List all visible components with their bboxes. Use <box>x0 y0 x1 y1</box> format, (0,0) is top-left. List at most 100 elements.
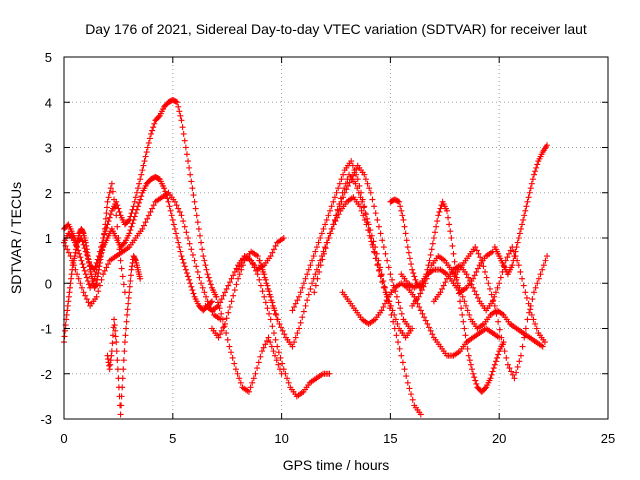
data-point <box>76 250 83 257</box>
data-point <box>280 366 287 373</box>
data-point <box>521 212 528 219</box>
data-point <box>127 272 134 279</box>
data-point <box>312 282 319 289</box>
data-point <box>315 239 322 246</box>
data-point <box>201 257 208 264</box>
data-point <box>80 264 87 271</box>
data-point <box>108 180 115 187</box>
data-point <box>78 284 85 291</box>
x-axis-label: GPS time / hours <box>283 457 390 473</box>
data-point <box>169 216 176 223</box>
data-point <box>186 240 193 247</box>
data-point <box>269 302 276 309</box>
data-point <box>327 230 334 237</box>
data-point <box>514 363 521 370</box>
data-point <box>296 325 303 332</box>
data-point <box>136 180 143 187</box>
data-point <box>440 282 447 289</box>
data-point <box>395 198 402 205</box>
data-point <box>409 396 416 403</box>
data-point <box>313 244 320 251</box>
data-point <box>464 307 471 314</box>
data-point <box>291 339 298 346</box>
data-point <box>189 185 196 192</box>
data-point <box>517 352 524 359</box>
data-point <box>121 339 128 346</box>
data-point <box>226 304 233 311</box>
data-point <box>462 332 469 339</box>
data-point <box>277 354 284 361</box>
data-point <box>523 203 530 210</box>
data-point <box>137 196 144 203</box>
data-point <box>509 262 516 269</box>
data-point <box>187 280 194 287</box>
data-point <box>267 253 274 260</box>
data-point <box>495 318 502 325</box>
data-point <box>119 384 126 391</box>
data-point <box>359 198 366 205</box>
data-point <box>123 325 130 332</box>
data-point <box>142 153 149 160</box>
data-point <box>360 204 367 211</box>
data-point <box>255 359 262 366</box>
data-point <box>516 230 523 237</box>
data-point <box>496 280 503 287</box>
data-point <box>466 357 473 364</box>
data-point <box>203 266 210 273</box>
data-point <box>362 210 369 217</box>
data-point <box>465 274 472 281</box>
data-point <box>118 402 125 409</box>
data-point <box>289 307 296 314</box>
data-point <box>421 314 428 321</box>
data-point <box>236 271 243 278</box>
data-point <box>446 221 453 228</box>
data-point <box>403 373 410 380</box>
data-point <box>464 345 471 352</box>
data-point <box>265 285 271 292</box>
data-point <box>129 220 136 227</box>
data-point <box>198 280 205 287</box>
data-point <box>436 208 443 215</box>
data-point <box>275 361 282 368</box>
data-point <box>447 228 454 235</box>
data-point <box>245 388 252 395</box>
data-point <box>266 291 273 298</box>
data-point <box>79 238 86 245</box>
data-point <box>341 185 348 192</box>
data-point <box>530 316 537 323</box>
data-point <box>379 237 386 244</box>
data-point <box>81 267 88 274</box>
data-point <box>124 306 131 313</box>
data-point <box>221 323 228 330</box>
data-point <box>109 332 116 339</box>
data-point <box>495 351 502 358</box>
data-point <box>279 327 286 334</box>
data-point <box>408 261 415 268</box>
data-point <box>249 261 256 268</box>
data-point <box>380 277 387 284</box>
y-tick-label: -1 <box>40 322 52 337</box>
data-point <box>395 339 402 346</box>
data-point <box>109 340 116 347</box>
data-point <box>133 206 140 213</box>
data-point <box>378 307 385 314</box>
data-point <box>471 374 478 381</box>
data-point <box>181 223 188 230</box>
data-point <box>235 275 242 282</box>
data-point <box>236 263 243 270</box>
data-point <box>490 297 497 304</box>
data-point <box>531 289 538 296</box>
data-point <box>292 300 299 307</box>
data-point <box>178 117 185 124</box>
data-point <box>406 255 413 262</box>
data-point <box>113 348 120 355</box>
data-point <box>268 343 275 350</box>
data-point <box>357 194 364 201</box>
data-point <box>256 276 263 283</box>
data-point <box>261 274 268 281</box>
data-point <box>258 263 265 270</box>
data-point <box>461 325 468 332</box>
y-tick-label: 4 <box>45 95 52 110</box>
data-point <box>399 359 406 366</box>
data-series <box>61 96 551 418</box>
